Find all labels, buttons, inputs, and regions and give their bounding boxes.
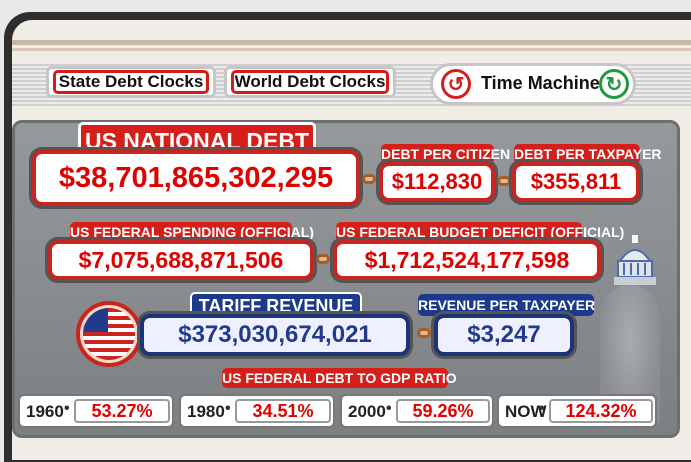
gdp-ratio-item: 2000 • 59.26%: [340, 394, 494, 428]
gdp-ratio-year: 2000: [348, 402, 386, 421]
debt-per-taxpayer-value: $355,811: [512, 162, 640, 202]
chain-link: [417, 328, 431, 338]
gdp-ratio-year: 1980: [187, 402, 225, 421]
gdp-ratio-year: NOW: [505, 402, 547, 421]
revenue-per-taxpayer-label: REVENUE PER TAXPAYER: [418, 294, 595, 316]
gdp-ratio-item: 1960 • 53.27%: [18, 394, 174, 428]
capitol-icon: [614, 235, 656, 285]
bullet-icon: •: [225, 400, 231, 417]
time-machine-button[interactable]: ↺ Time Machine ↻: [430, 63, 636, 105]
world-debt-clocks-button[interactable]: World Debt Clocks: [224, 66, 396, 98]
tariff-revenue-value: $373,030,674,021: [140, 314, 410, 356]
gdp-ratio-label: US FEDERAL DEBT TO GDP RATIO: [222, 368, 457, 388]
budget-deficit-value: $1,712,524,177,598: [333, 240, 601, 280]
gdp-ratio-item: 1980 • 34.51%: [179, 394, 335, 428]
debt-per-taxpayer-label: DEBT PER TAXPAYER: [514, 144, 662, 164]
redo-icon[interactable]: ↻: [599, 69, 629, 99]
chain-link: [316, 254, 330, 264]
federal-spending-label: US FEDERAL SPENDING (OFFICIAL): [70, 222, 314, 242]
chain-link: [497, 176, 511, 186]
gdp-ratio-year: 1960: [26, 402, 64, 421]
budget-deficit-label: US FEDERAL BUDGET DEFICIT (OFFICIAL): [336, 222, 625, 242]
state-debt-clocks-label: State Debt Clocks: [53, 70, 209, 94]
gdp-ratio-value: 124.32%: [549, 399, 653, 423]
us-flag-icon: [76, 301, 142, 367]
decor-stripe: [12, 48, 691, 51]
chain-link: [362, 174, 376, 184]
tariff-revenue-label: TARIFF REVENUE: [190, 292, 362, 316]
bullet-icon: •: [386, 400, 392, 417]
gdp-ratio-item: NOW • 124.32%: [497, 394, 657, 428]
bullet-icon: •: [64, 400, 70, 417]
revenue-per-taxpayer-value: $3,247: [434, 314, 574, 356]
undo-icon[interactable]: ↺: [441, 69, 471, 99]
world-debt-clocks-label: World Debt Clocks: [231, 70, 389, 94]
debt-per-citizen-label: DEBT PER CITIZEN: [381, 144, 511, 164]
national-debt-value: $38,701,865,302,295: [32, 150, 360, 206]
bullet-icon: •: [539, 400, 545, 417]
gdp-ratio-value: 53.27%: [74, 399, 170, 423]
federal-spending-value: $7,075,688,871,506: [48, 240, 314, 280]
state-debt-clocks-button[interactable]: State Debt Clocks: [46, 66, 216, 98]
national-debt-label: US NATIONAL DEBT: [78, 122, 316, 154]
decor-stripe: [12, 40, 691, 45]
gdp-ratio-value: 59.26%: [396, 399, 490, 423]
gdp-ratio-value: 34.51%: [235, 399, 331, 423]
time-machine-label: Time Machine: [481, 73, 600, 93]
debt-per-citizen-value: $112,830: [379, 162, 495, 202]
